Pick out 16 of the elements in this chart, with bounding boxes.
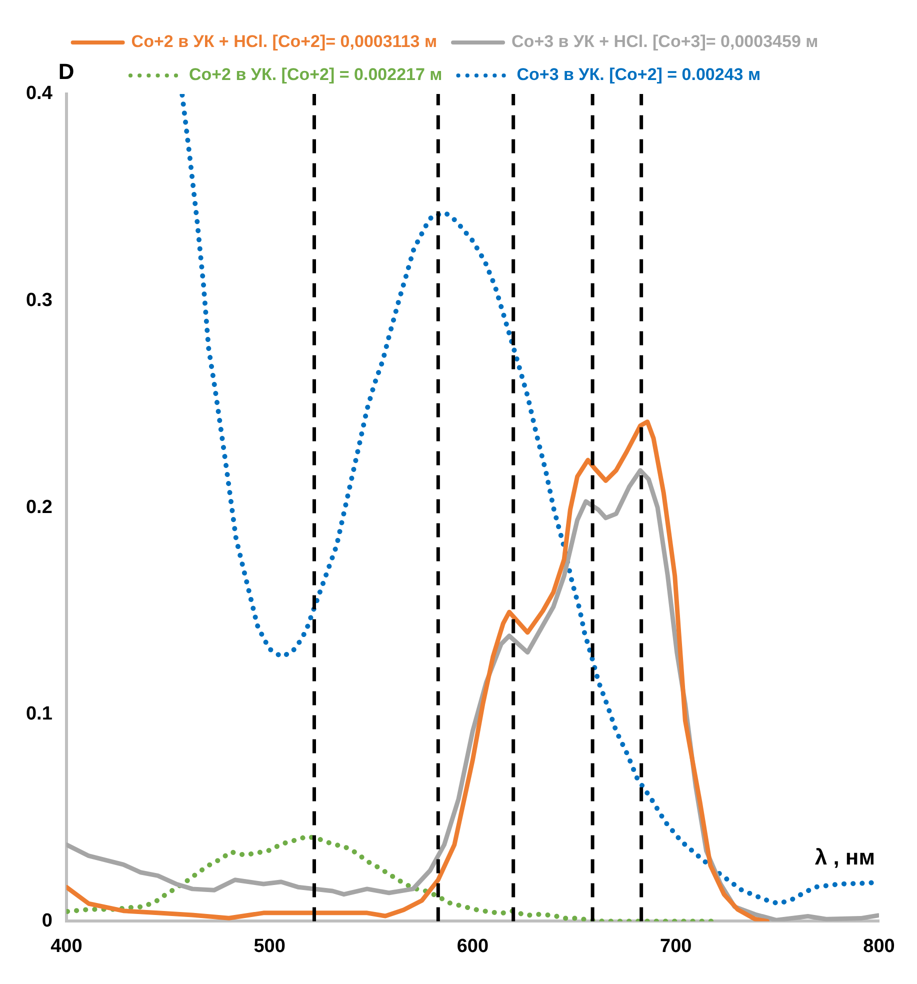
x-tick-label: 700	[660, 936, 692, 957]
y-tick-label: 0	[42, 910, 52, 932]
y-tick-label: 0.4	[26, 83, 53, 104]
legend-label: Co+2 в УК + HCl. [Co+2]= 0,0003113 м	[131, 32, 438, 52]
legend-label: Co+2 в УК. [Co+2] = 0.002217 м	[188, 65, 442, 84]
x-tick-label: 800	[863, 936, 895, 957]
legend-label: Co+3 в УК + HCl. [Co+3]= 0,0003459 м	[512, 32, 818, 52]
x-axis-title: λ , нм	[814, 844, 875, 870]
x-tick-label: 500	[254, 936, 286, 957]
y-axis-title: D	[58, 59, 74, 84]
y-tick-label: 0.2	[26, 496, 52, 518]
y-tick-label: 0.1	[26, 704, 53, 725]
y-tick-label: 0.3	[26, 290, 52, 312]
x-tick-label: 400	[50, 936, 82, 957]
x-tick-label: 600	[456, 936, 489, 957]
legend-label: Co+3 в УК. [Co+2] = 0.00243 м	[516, 65, 761, 84]
